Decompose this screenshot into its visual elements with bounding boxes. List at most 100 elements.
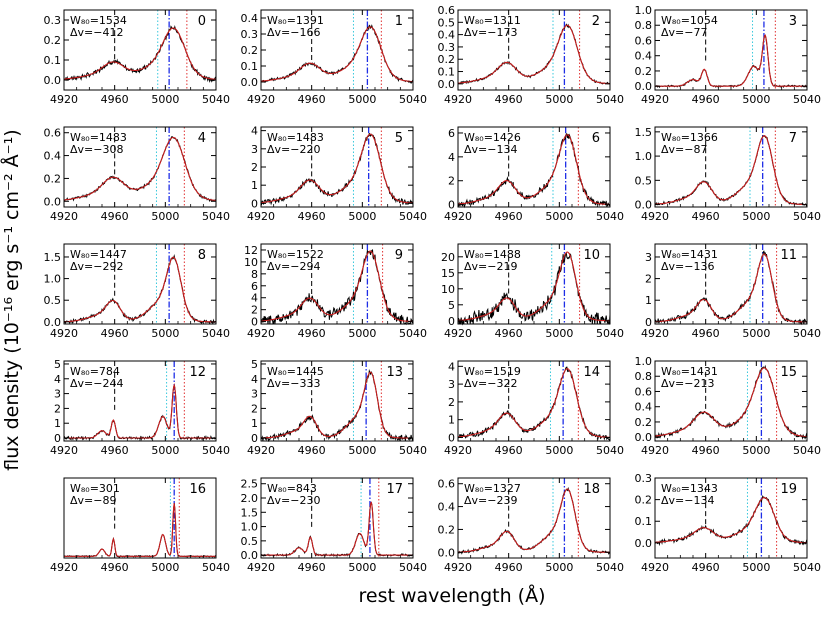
y-tick-label: 0: [251, 197, 258, 210]
x-tick-label: 4920: [247, 327, 275, 340]
y-tick-label: 0.8: [635, 19, 653, 32]
x-tick-label: 5040: [596, 210, 624, 223]
y-tick-label: 0.5: [438, 16, 456, 29]
y-tick-label: 1.5: [44, 251, 62, 264]
y-tick-label: 0.0: [241, 76, 259, 89]
w80-annotation: W₈₀=1431: [661, 365, 718, 378]
dv-annotation: Δv=−294: [267, 260, 320, 273]
dv-annotation: Δv=−219: [464, 260, 517, 273]
model-fit: [458, 24, 610, 85]
x-axis-label: rest wavelength (Å): [358, 584, 545, 607]
x-tick-label: 5040: [793, 93, 821, 106]
model-fit: [654, 367, 808, 438]
x-tick-label: 4960: [495, 444, 523, 457]
y-axis-label: flux density (10⁻¹⁶ erg s⁻¹ cm⁻² Å⁻¹): [0, 129, 23, 470]
dv-annotation: Δv=−173: [464, 26, 517, 39]
y-tick-label: 1.0: [635, 150, 653, 163]
y-tick-label: 1: [251, 179, 258, 192]
x-tick-label: 4960: [692, 327, 720, 340]
x-tick-label: 5000: [545, 93, 573, 106]
x-tick-label: 5000: [545, 561, 573, 574]
x-tick-label: 4920: [247, 93, 275, 106]
x-tick-label: 4960: [101, 210, 129, 223]
x-tick-label: 4920: [444, 444, 472, 457]
x-tick-label: 4920: [50, 327, 78, 340]
y-tick-label: 0.2: [438, 53, 456, 66]
y-tick-label: 4: [448, 360, 455, 373]
y-tick-label: 0.0: [635, 199, 653, 212]
y-tick-label: 2: [251, 402, 258, 415]
y-tick-label: 2: [448, 175, 455, 188]
w80-annotation: W₈₀=1366: [661, 131, 718, 144]
y-tick-label: 0: [448, 199, 455, 212]
y-tick-label: 0.2: [635, 416, 653, 429]
model-fit: [457, 251, 610, 322]
x-tick-label: 5040: [793, 561, 821, 574]
x-tick-label: 5040: [202, 327, 230, 340]
panel-number: 4: [198, 131, 206, 146]
y-tick-label: 8: [251, 268, 258, 281]
y-tick-label: 0.0: [241, 549, 259, 562]
dv-annotation: Δv=−292: [70, 260, 123, 273]
panel-number: 15: [780, 365, 797, 380]
y-tick-label: 0.1: [241, 60, 259, 73]
x-tick-label: 4960: [101, 93, 129, 106]
dv-annotation: Δv=−308: [70, 143, 123, 156]
x-tick-label: 5000: [151, 210, 179, 223]
w80-annotation: W₈₀=1445: [267, 365, 324, 378]
panel-number: 14: [583, 365, 600, 380]
y-tick-label: 12: [244, 244, 258, 257]
y-tick-label: 0.0: [635, 537, 653, 550]
x-tick-label: 4960: [495, 93, 523, 106]
spectrum-panel-17: 4920 4960 5000 5040 0.00.51.0 1.52.02.5 W₈₀=84…: [241, 477, 427, 574]
dv-annotation: Δv=−134: [464, 143, 517, 156]
dv-annotation: Δv=−136: [661, 260, 714, 273]
dv-annotation: Δv=−87: [661, 143, 707, 156]
y-tick-label: 0.8: [635, 370, 653, 383]
x-tick-label: 5040: [399, 444, 427, 457]
x-tick-label: 4920: [247, 210, 275, 223]
y-tick-label: 0.0: [438, 78, 456, 91]
y-tick-label: 0.6: [438, 4, 456, 17]
model-fit: [654, 253, 807, 323]
x-tick-label: 5000: [348, 561, 376, 574]
y-tick-label: 0.4: [438, 29, 456, 42]
model-fit: [64, 27, 217, 80]
spectrum-panel-7: 4920 4960 5000 5040 0.0 0.5 1.0 1.5 W₈₀=1366Δv=−…: [635, 126, 822, 223]
model-fit: [655, 135, 807, 206]
y-tick-label: 0.3: [44, 14, 62, 27]
w80-annotation: W₈₀=1054: [661, 14, 718, 27]
w80-annotation: W₈₀=1483: [70, 131, 127, 144]
x-tick-label: 5040: [793, 327, 821, 340]
model-fit: [261, 501, 413, 556]
x-tick-label: 5040: [596, 93, 624, 106]
y-tick-label: 0.2: [635, 65, 653, 78]
observed-spectrum: [654, 35, 808, 89]
x-tick-label: 5040: [399, 561, 427, 574]
y-tick-label: 0.4: [438, 501, 456, 514]
model-fit: [654, 497, 807, 544]
model-fit: [457, 134, 610, 206]
x-tick-label: 4920: [444, 210, 472, 223]
dv-annotation: Δv=−412: [70, 26, 123, 39]
x-tick-label: 5000: [545, 444, 573, 457]
model-fit: [64, 503, 216, 557]
y-tick-label: 0.2: [44, 34, 62, 47]
panel-number: 17: [386, 482, 403, 497]
y-tick-label: 1: [54, 417, 61, 430]
y-tick-label: 0.0: [44, 74, 62, 87]
y-tick-label: 1.0: [635, 355, 653, 368]
dv-annotation: Δv=−213: [661, 377, 714, 390]
y-tick-label: 6: [251, 280, 258, 293]
y-tick-label: 0.4: [241, 12, 259, 25]
y-tick-label: 0.4: [635, 401, 653, 414]
dv-annotation: Δv=−244: [70, 377, 123, 390]
x-tick-label: 4920: [641, 561, 669, 574]
y-tick-label: 0.6: [635, 385, 653, 398]
x-tick-label: 5000: [742, 93, 770, 106]
y-tick-label: 2: [251, 161, 258, 174]
x-tick-label: 4920: [641, 327, 669, 340]
